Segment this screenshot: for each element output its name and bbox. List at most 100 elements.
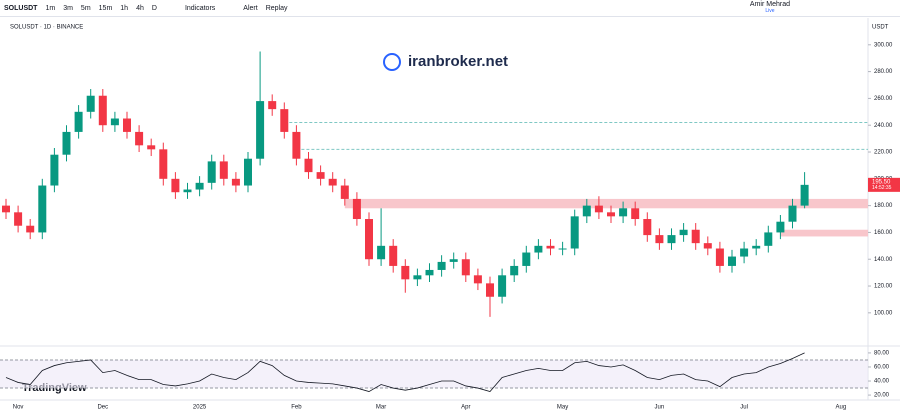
interval[interactable]: 1h: [120, 4, 129, 12]
interval[interactable]: 5m: [80, 4, 91, 12]
x-tick-label: Jun: [655, 405, 665, 411]
candle-body: [110, 118, 119, 126]
candle-body: [280, 109, 289, 132]
candle-body: [304, 158, 313, 173]
candle-body: [207, 161, 216, 183]
candle-body: [195, 182, 204, 190]
rsi-line: [5, 352, 805, 393]
candle-body: [98, 95, 107, 126]
x-tick-label: Apr: [461, 405, 470, 411]
candle-body: [619, 208, 628, 217]
interval[interactable]: 1m: [45, 4, 56, 12]
y-tick-label: 220.00: [874, 150, 893, 156]
zone: [780, 229, 868, 237]
candle-body: [159, 149, 168, 179]
candle-body: [473, 275, 482, 284]
rsi-band: [0, 359, 868, 389]
candle-body: [268, 101, 277, 110]
x-tick-label: Nov: [13, 405, 24, 411]
x-tick-label: Aug: [836, 405, 847, 411]
candle-body: [147, 145, 156, 150]
candle-body: [715, 248, 724, 266]
candle-body: [340, 185, 349, 199]
candle-body: [607, 212, 615, 217]
x-tick-label: Jul: [740, 405, 748, 411]
y-tick-label: 180.00: [874, 203, 893, 209]
watermark: iranbroker.net: [408, 53, 508, 70]
indicators-button[interactable]: Indicators: [184, 4, 216, 12]
candle-body: [389, 245, 398, 266]
candle-body: [776, 221, 785, 233]
candle-body: [244, 158, 252, 186]
y-tick-label: 280.00: [874, 69, 893, 75]
candle-body: [437, 261, 446, 270]
candle-body: [26, 225, 35, 233]
candle-body: [292, 131, 301, 159]
rsi-tick-label: 80.00: [874, 350, 890, 356]
candle-body: [667, 235, 676, 244]
user-name: Amir Mehrad: [749, 1, 790, 8]
candle-body: [703, 243, 712, 249]
candle-body: [764, 232, 773, 246]
toolbar: SOLUSDT 1m 3m 5m 15m 1h 4h D Indicators …: [0, 0, 900, 17]
price-label-box: [868, 177, 900, 192]
candle-body: [316, 172, 325, 179]
x-tick-label: 2025: [193, 405, 207, 411]
x-tick-label: Feb: [291, 405, 302, 411]
candle-body: [594, 205, 603, 213]
currency: USDT: [872, 25, 889, 31]
candle-body: [14, 212, 23, 226]
candle-body: [691, 229, 700, 244]
price-label: 195.50: [872, 179, 891, 185]
candle-body: [558, 248, 567, 250]
candle-body: [679, 229, 688, 236]
candle-body: [800, 184, 809, 206]
alert-button[interactable]: Alert: [243, 4, 258, 12]
candle-body: [219, 161, 228, 179]
candle-body: [231, 178, 240, 186]
candle-body: [740, 248, 749, 257]
candle-body: [62, 131, 71, 155]
candle-body: [86, 95, 95, 112]
candle-body: [655, 235, 664, 244]
candle-body: [498, 275, 507, 297]
candle-body: [788, 205, 797, 222]
replay-button[interactable]: Replay: [265, 4, 288, 12]
interval[interactable]: 3m: [63, 4, 73, 12]
y-tick-label: 100.00: [874, 310, 893, 316]
candle-body: [461, 259, 470, 276]
chart-title: SOLUSDT · 1D · BINANCE: [10, 25, 83, 31]
candle-body: [752, 245, 761, 249]
status: Live: [765, 8, 775, 14]
candle-body: [534, 245, 543, 253]
candle-body: [328, 178, 337, 186]
candle-body: [510, 265, 519, 276]
watermark-icon: [383, 53, 401, 71]
interval[interactable]: 4h: [136, 4, 144, 12]
candle-body: [256, 101, 265, 159]
candle-body: [582, 205, 591, 217]
candle-body: [728, 256, 736, 266]
symbol[interactable]: SOLUSDT: [4, 4, 38, 12]
interval[interactable]: D: [151, 4, 157, 12]
rsi-tick-label: 20.00: [874, 393, 890, 399]
rsi-tick-label: 40.00: [874, 379, 890, 385]
user[interactable]: Amir Mehrad Live: [750, 1, 790, 15]
candle-body: [2, 205, 10, 213]
candle-body: [377, 245, 386, 260]
candle-body: [401, 265, 410, 280]
candle-body: [365, 219, 373, 260]
candle-body: [50, 154, 59, 186]
candle-body: [425, 269, 434, 276]
candle-body: [135, 131, 144, 146]
y-tick-label: 240.00: [874, 123, 893, 129]
x-tick-label: Dec: [97, 405, 108, 411]
candle-body: [546, 245, 555, 249]
y-tick-label: 120.00: [874, 284, 893, 290]
candle-body: [38, 185, 47, 233]
candle-body: [522, 252, 531, 266]
interval[interactable]: 15m: [98, 4, 113, 12]
candle-body: [74, 111, 83, 132]
candle-body: [449, 259, 458, 262]
